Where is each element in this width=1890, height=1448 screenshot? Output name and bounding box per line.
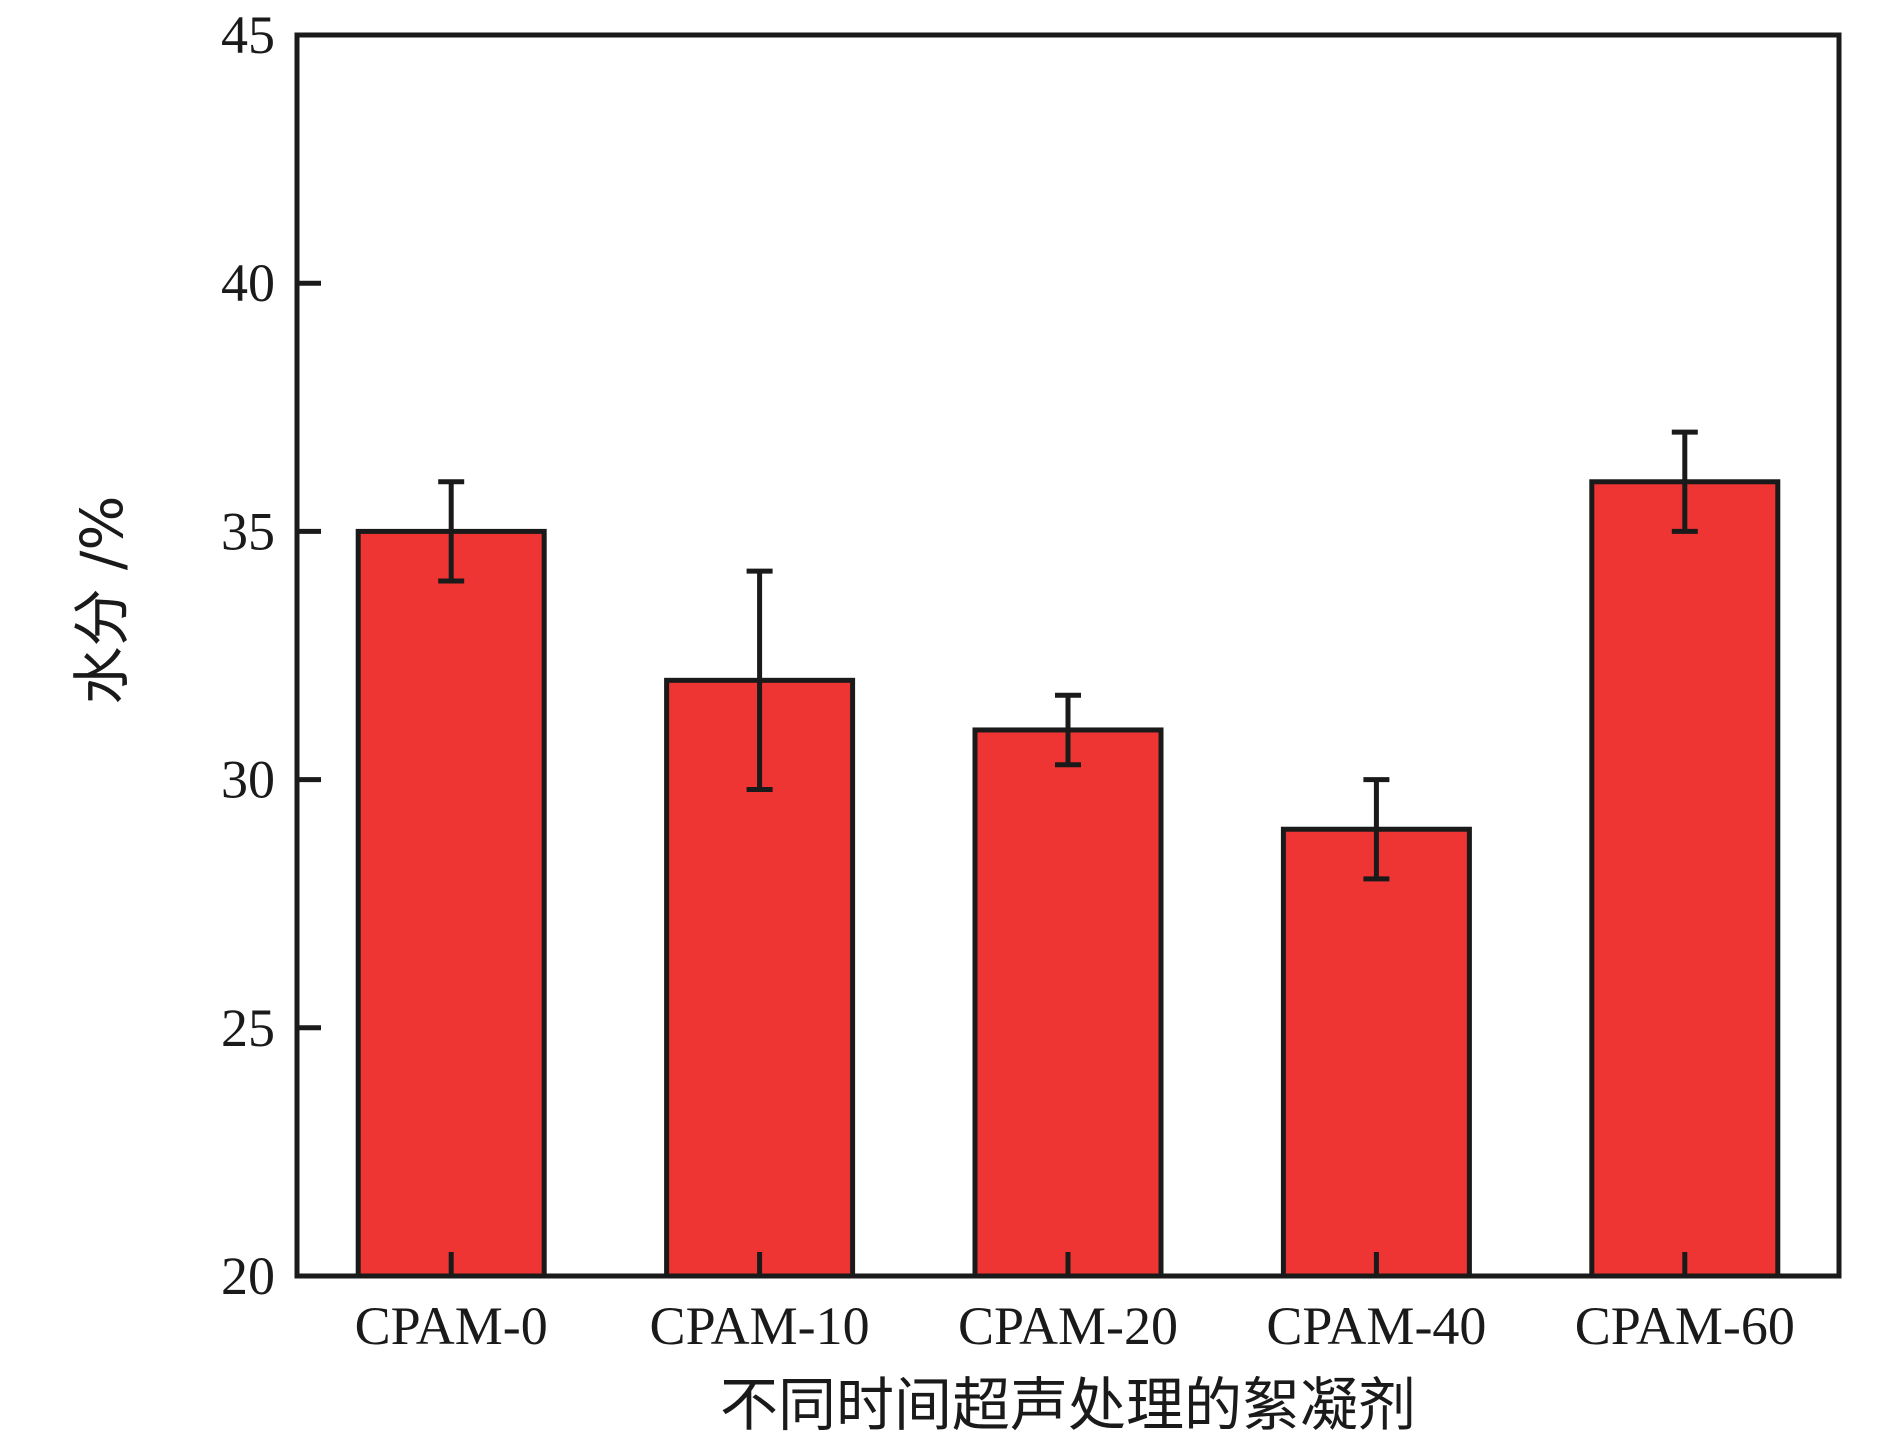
y-tick-label: 35 (221, 501, 275, 561)
y-axis-title: 水分 /% (68, 495, 136, 704)
bar-cpam-60 (1589, 479, 1781, 1279)
x-tick-label: CPAM-0 (355, 1296, 548, 1356)
error-bar-cpam-60 (1671, 429, 1698, 534)
y-tick-label: 40 (221, 253, 275, 313)
x-axis: CPAM-0 CPAM-10 CPAM-20 CPAM-40 CPAM-60 (355, 1252, 1795, 1356)
error-bar-cpam-0 (438, 479, 465, 584)
bar-cpam-20 (972, 727, 1164, 1279)
y-tick-label: 45 (221, 5, 275, 65)
x-tick-label: CPAM-20 (958, 1296, 1178, 1356)
bar-cpam-40 (1280, 826, 1472, 1279)
x-tick-label: CPAM-10 (650, 1296, 870, 1356)
bar-cpam-0 (355, 528, 547, 1279)
x-axis-title: 不同时间超声处理的絮凝剂 (720, 1371, 1416, 1439)
y-tick-label: 20 (221, 1246, 275, 1306)
error-bar-cpam-20 (1055, 692, 1081, 768)
bars-group (355, 479, 1781, 1279)
y-tick-label: 25 (221, 998, 275, 1058)
x-tick-label: CPAM-40 (1266, 1296, 1486, 1356)
x-tick-label: CPAM-60 (1575, 1296, 1795, 1356)
error-bar-cpam-10 (746, 568, 773, 793)
error-bar-cpam-40 (1363, 777, 1390, 882)
error-bars-group (438, 429, 1698, 882)
y-axis: 20 25 30 35 40 45 (221, 5, 321, 1306)
y-tick-label: 30 (221, 750, 275, 810)
